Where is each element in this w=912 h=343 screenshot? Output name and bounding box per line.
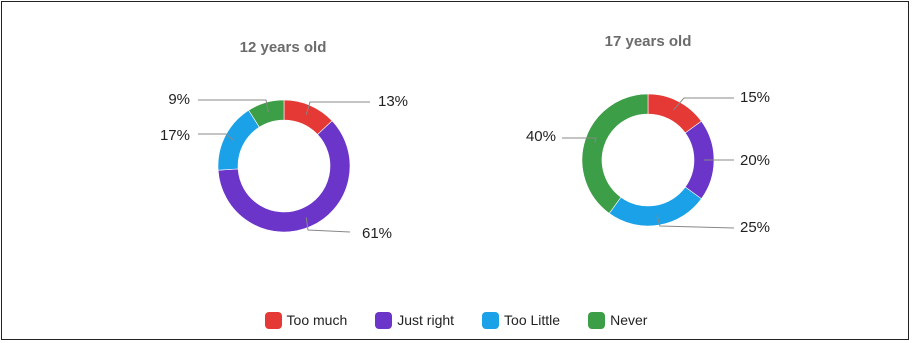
donut-slice-never [581,93,649,214]
legend-label-never: Never [610,312,648,328]
data-label-never: 9% [168,91,190,108]
data-label-just-right: 61% [362,225,392,242]
leader-line-never [562,137,597,143]
legend-label-too-little: Too Little [504,312,561,328]
leader-line-too-much [305,101,370,115]
donut-slice-just-right [217,120,351,233]
leader-line-too-little [198,133,235,141]
donut-slice-never [248,99,285,128]
legend-swatch-never [588,311,606,329]
legend: Too much Just right Too Little Never [0,309,912,331]
data-label-never: 40% [526,128,556,145]
legend-item-too-much: Too much [264,311,348,329]
leader-line-never [198,99,269,113]
donut-slice-too-little [608,186,702,227]
chart-title-12-years: 12 years old [240,39,327,56]
data-label-too-little: 17% [160,127,190,144]
legend-label-too-much: Too much [286,312,348,328]
data-label-too-little: 25% [740,219,770,236]
donut-slice-too-little [217,109,260,171]
leader-line-just-right [305,217,351,233]
legend-item-too-little: Too Little [482,311,561,329]
legend-item-just-right: Just right [375,311,455,329]
legend-swatch-just-right [375,311,393,329]
donut-chart-17-years: 17 years old 15% 20% 25% 40% [526,33,770,236]
data-label-too-much: 13% [378,93,408,110]
leader-line-too-much [673,97,734,111]
legend-swatch-too-much [264,311,282,329]
chart-title-17-years: 17 years old [605,33,692,50]
leader-line-too-little [656,215,735,229]
data-label-just-right: 20% [740,152,770,169]
legend-label-just-right: Just right [397,312,455,328]
donut-chart-12-years: 12 years old 13% 61% 17% 9% [160,39,408,242]
legend-item-never: Never [588,311,648,329]
data-label-too-much: 15% [740,89,770,106]
legend-swatch-too-little [482,311,500,329]
